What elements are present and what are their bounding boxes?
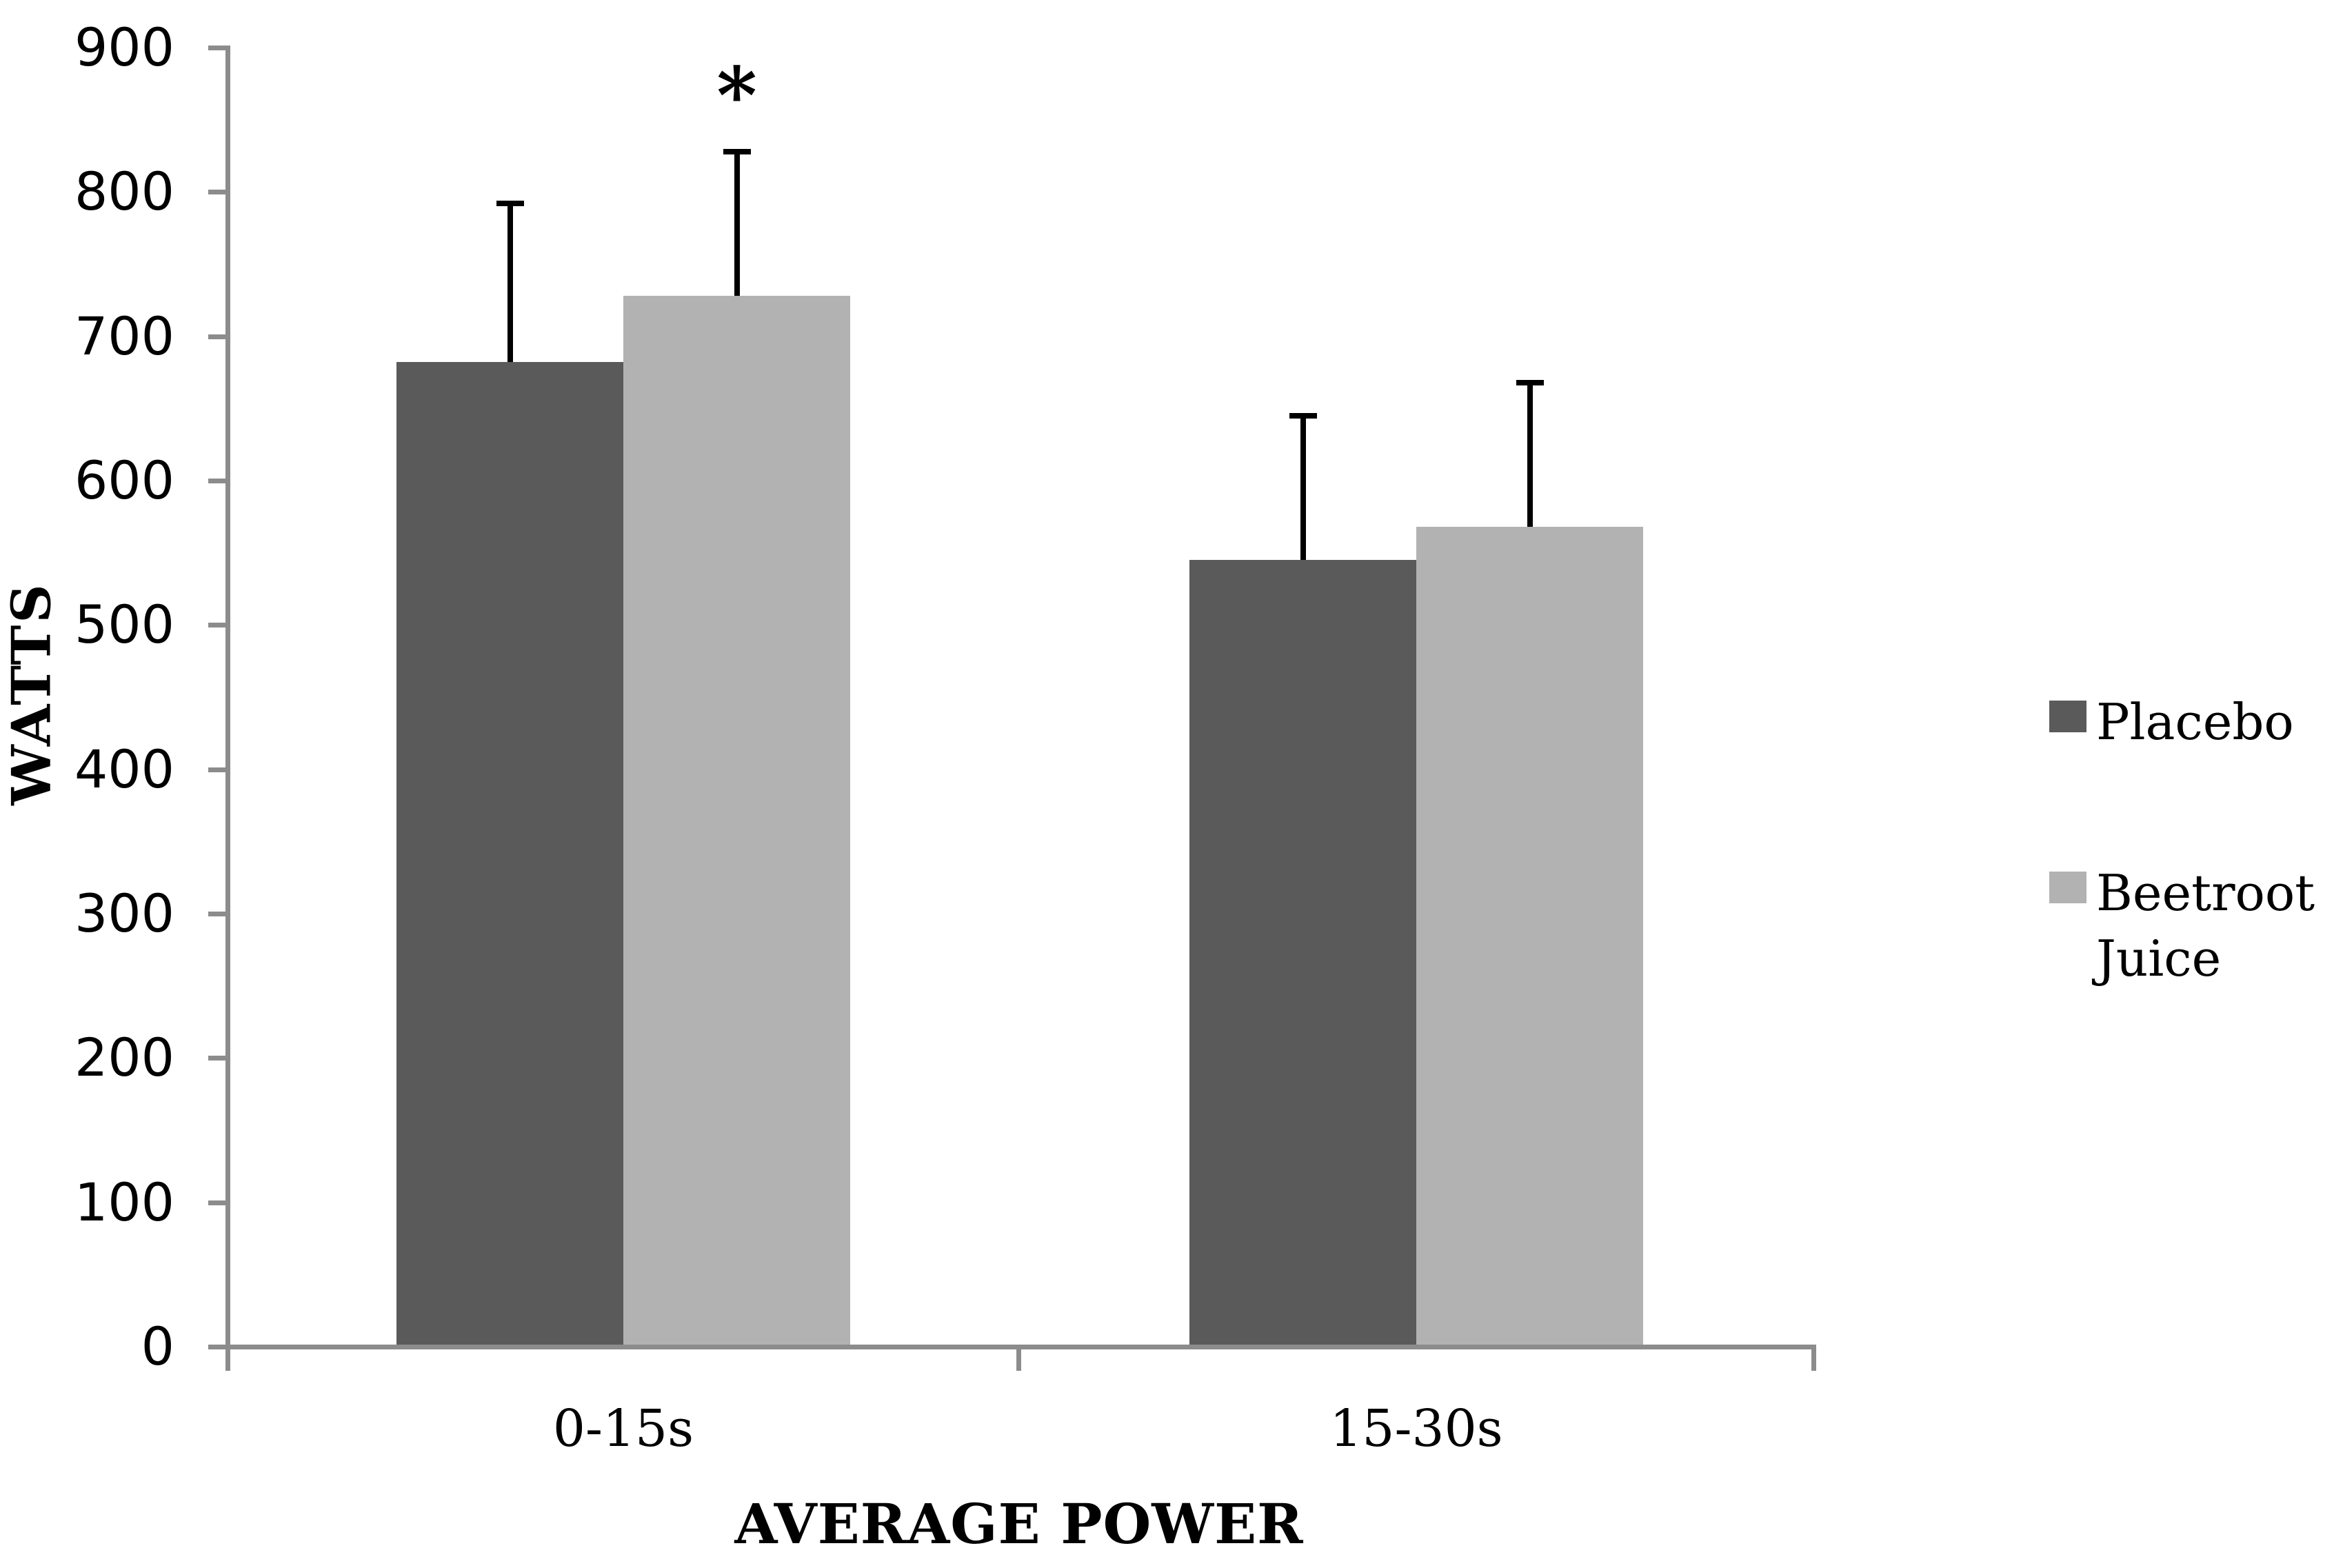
bar-beetroot-juice-15-30s	[1416, 527, 1643, 1347]
y-tick-label-700: 700	[74, 305, 174, 367]
y-tick-mark-500	[208, 623, 228, 628]
y-tick-mark-600	[208, 479, 228, 483]
y-tick-label-200: 200	[74, 1027, 174, 1089]
y-tick-mark-0	[208, 1345, 228, 1349]
significance-asterisk-icon: *	[716, 51, 757, 141]
y-tick-mark-700	[208, 334, 228, 339]
error-bar-line	[507, 203, 513, 362]
y-tick-mark-200	[208, 1056, 228, 1061]
y-tick-mark-400	[208, 767, 228, 772]
error-bar-cap	[496, 201, 524, 206]
error-bar-line	[1527, 383, 1533, 527]
y-tick-label-900: 900	[74, 17, 174, 78]
error-bar-line	[734, 152, 740, 296]
error-bar-line	[1300, 416, 1306, 560]
legend-swatch-beetroot-juice	[2049, 872, 2086, 903]
x-tick-label-0-15s: 0-15s	[552, 1399, 694, 1458]
error-bar-cap	[1516, 380, 1544, 385]
bar-placebo-15-30s	[1189, 560, 1416, 1347]
y-tick-label-400: 400	[74, 738, 174, 800]
y-axis-line	[225, 46, 230, 1371]
legend-item-placebo: Placebo	[2049, 690, 2331, 755]
y-tick-mark-100	[208, 1200, 228, 1205]
bar-placebo-0-15s	[396, 362, 623, 1347]
y-tick-mark-800	[208, 190, 228, 195]
y-tick-label-0: 0	[141, 1316, 174, 1377]
y-tick-mark-900	[208, 46, 228, 50]
x-axis-tick-middle	[1016, 1345, 1021, 1371]
x-axis-tick-end	[1811, 1345, 1816, 1371]
x-axis-title: AVERAGE POWER	[734, 1491, 1304, 1556]
x-tick-label-15-30s: 15-30s	[1329, 1399, 1503, 1458]
legend-item-beetroot-juice: Beetroot Juice	[2049, 861, 2331, 992]
y-tick-label-800: 800	[74, 161, 174, 223]
error-bar-cap	[1289, 413, 1317, 419]
y-tick-mark-300	[208, 912, 228, 916]
error-bar-cap	[723, 149, 751, 154]
bar-beetroot-juice-0-15s	[623, 296, 850, 1347]
legend-label-placebo: Placebo	[2096, 693, 2294, 751]
y-tick-label-100: 100	[74, 1171, 174, 1233]
y-tick-label-500: 500	[74, 594, 174, 656]
y-tick-label-300: 300	[74, 883, 174, 944]
legend-label-beetroot-juice: Beetroot Juice	[2096, 864, 2315, 988]
legend-swatch-placebo	[2049, 701, 2086, 732]
y-tick-label-600: 600	[74, 450, 174, 511]
